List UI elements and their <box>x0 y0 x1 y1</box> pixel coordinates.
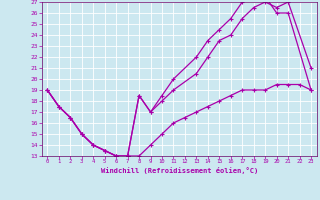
X-axis label: Windchill (Refroidissement éolien,°C): Windchill (Refroidissement éolien,°C) <box>100 167 258 174</box>
